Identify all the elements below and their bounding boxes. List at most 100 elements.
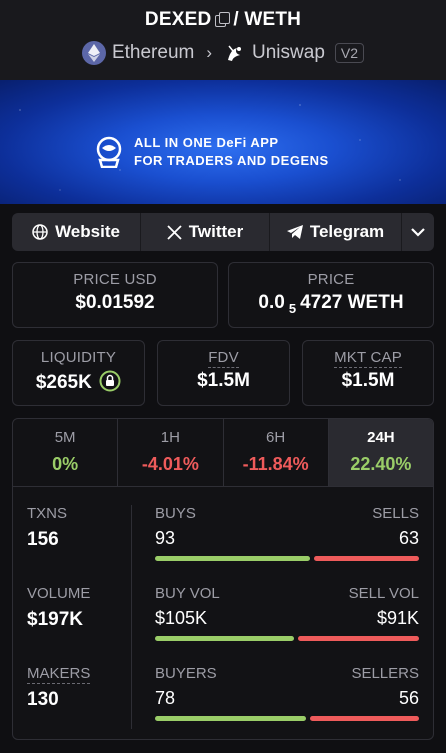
txns-value: 156 [27, 529, 59, 550]
pair-separator: / [233, 9, 239, 30]
tab-24h-change: 22.40% [350, 454, 412, 474]
banner-line-1: ALL IN ONE DeFi APP [134, 135, 279, 150]
price-label: PRICE [307, 271, 355, 288]
timeframe-tabs: 5M 0% 1H -4.01% 6H -11.84% 24H 22.40% [13, 419, 433, 487]
volume-split-stat: BUY VOL SELL VOL $105K $91K [155, 585, 419, 641]
buys-sells-stat: BUYS SELLS 93 63 [155, 505, 419, 561]
sells-value: 63 [398, 528, 419, 548]
txns-stat: TXNS 156 [27, 505, 67, 551]
price-usd-card: PRICE USD $0.01592 [12, 262, 218, 328]
buyers-sellers-stat: BUYERS SELLERS 78 56 [155, 665, 419, 721]
price-usd-value: $0.01592 [75, 292, 155, 313]
twitter-button[interactable]: Twitter [141, 213, 270, 251]
website-label: Website [55, 222, 120, 241]
base-token: DEXED [144, 9, 212, 30]
buys-sells-bar [155, 556, 419, 561]
fdv-card: FDV $1.5M [157, 340, 290, 406]
banner-stars [0, 80, 446, 204]
sells-label: SELLS [372, 505, 419, 522]
twitter-label: Twitter [188, 222, 244, 241]
price-usd-label: PRICE USD [73, 271, 157, 288]
mkt-cap-card: MKT CAP $1.5M [302, 340, 434, 406]
tab-1h-change: -4.01% [141, 454, 199, 474]
chain-name[interactable]: Ethereum [111, 42, 195, 63]
chevron-right-icon: › [206, 43, 213, 62]
sell-vol-bar-fill [298, 636, 419, 641]
sellers-bar-fill [310, 716, 419, 721]
liquidity-card: LIQUIDITY $265K [12, 340, 145, 406]
tab-5m-change: 0% [52, 454, 79, 474]
volume-label: VOLUME [27, 585, 91, 602]
liquidity-value: $265K [35, 372, 92, 393]
tab-24h-label: 24H [367, 429, 395, 446]
telegram-label: Telegram [309, 222, 385, 241]
sells-bar-fill [313, 556, 419, 561]
banner-line-2: FOR TRADERS AND DEGENS [134, 153, 329, 168]
pair-title: DEXED / WETH [0, 9, 446, 31]
copy-icon[interactable] [215, 12, 231, 27]
quote-token: WETH [244, 9, 302, 30]
tab-1h-label: 1H [160, 429, 180, 446]
promo-banner[interactable]: ALL IN ONE DeFi APP FOR TRADERS AND DEGE… [0, 80, 446, 204]
buys-value: 93 [155, 528, 176, 548]
dex-name[interactable]: Uniswap [252, 42, 325, 63]
telegram-button[interactable]: Telegram [270, 213, 402, 251]
trading-stats-panel: 5M 0% 1H -4.01% 6H -11.84% 24H 22.40% TX… [12, 418, 434, 740]
buyers-label: BUYERS [155, 665, 217, 682]
makers-label[interactable]: MAKERS [27, 665, 91, 684]
price-zero-count: 5 [288, 300, 297, 316]
astronaut-icon [96, 136, 122, 168]
volume-value: $197K [27, 609, 83, 630]
pair-source: Ethereum › Uniswap V2 [0, 41, 446, 65]
buys-label: BUYS [155, 505, 196, 522]
tab-5m[interactable]: 5M 0% [13, 419, 119, 486]
tab-24h[interactable]: 24H 22.40% [328, 419, 433, 486]
more-links-button[interactable] [402, 213, 434, 251]
globe-icon [32, 224, 48, 240]
buy-vol-label: BUY VOL [155, 585, 220, 602]
sellers-label: SELLERS [351, 665, 419, 682]
tab-1h[interactable]: 1H -4.01% [118, 419, 224, 486]
price-value: 0.0 5 4727 WETH [229, 292, 433, 316]
tab-5m-label: 5M [54, 429, 76, 446]
tab-6h-label: 6H [266, 429, 286, 446]
version-badge: V2 [334, 43, 365, 63]
fdv-value: $1.5M [197, 370, 250, 391]
x-icon [167, 224, 182, 240]
txns-label: TXNS [27, 505, 68, 522]
sellers-value: 56 [398, 688, 419, 708]
telegram-icon [286, 225, 303, 239]
website-button[interactable]: Website [12, 213, 141, 251]
stats-divider [131, 505, 132, 729]
lock-icon[interactable] [99, 370, 121, 392]
buys-bar-fill [155, 556, 310, 561]
tab-6h-change: -11.84% [242, 454, 309, 474]
uniswap-icon [224, 42, 246, 64]
stats-body: TXNS 156 VOLUME $197K MAKERS 130 BUYS SEL… [13, 487, 433, 739]
price-suffix: 4727 WETH [300, 292, 404, 313]
buy-vol-bar-fill [155, 636, 295, 641]
makers-value: 130 [27, 689, 59, 710]
buyers-value: 78 [155, 688, 176, 708]
volume-split-bar [155, 636, 419, 641]
banner-text: ALL IN ONE DeFi APP FOR TRADERS AND DEGE… [134, 134, 329, 170]
price-prefix: 0.0 [258, 292, 285, 313]
buy-vol-value: $105K [155, 608, 208, 628]
chevron-down-icon [411, 228, 425, 237]
tab-6h[interactable]: 6H -11.84% [224, 419, 329, 486]
makers-stat: MAKERS 130 [27, 665, 91, 711]
mkt-cap-value: $1.5M [341, 370, 395, 391]
liquidity-value-row: $265K [13, 370, 144, 394]
buyers-bar-fill [155, 716, 307, 721]
buyers-sellers-bar [155, 716, 419, 721]
liquidity-label: LIQUIDITY [40, 349, 117, 366]
price-card: PRICE 0.0 5 4727 WETH [228, 262, 434, 328]
sell-vol-value: $91K [376, 608, 419, 628]
fdv-label[interactable]: FDV [208, 349, 239, 368]
pair-header: DEXED / WETH Ethereum › Uniswap V2 [0, 0, 446, 80]
volume-stat: VOLUME $197K [27, 585, 90, 631]
ethereum-icon [81, 41, 106, 65]
sell-vol-label: SELL VOL [348, 585, 419, 602]
banner-content: ALL IN ONE DeFi APP FOR TRADERS AND DEGE… [94, 134, 329, 170]
mkt-cap-label[interactable]: MKT CAP [334, 349, 402, 368]
